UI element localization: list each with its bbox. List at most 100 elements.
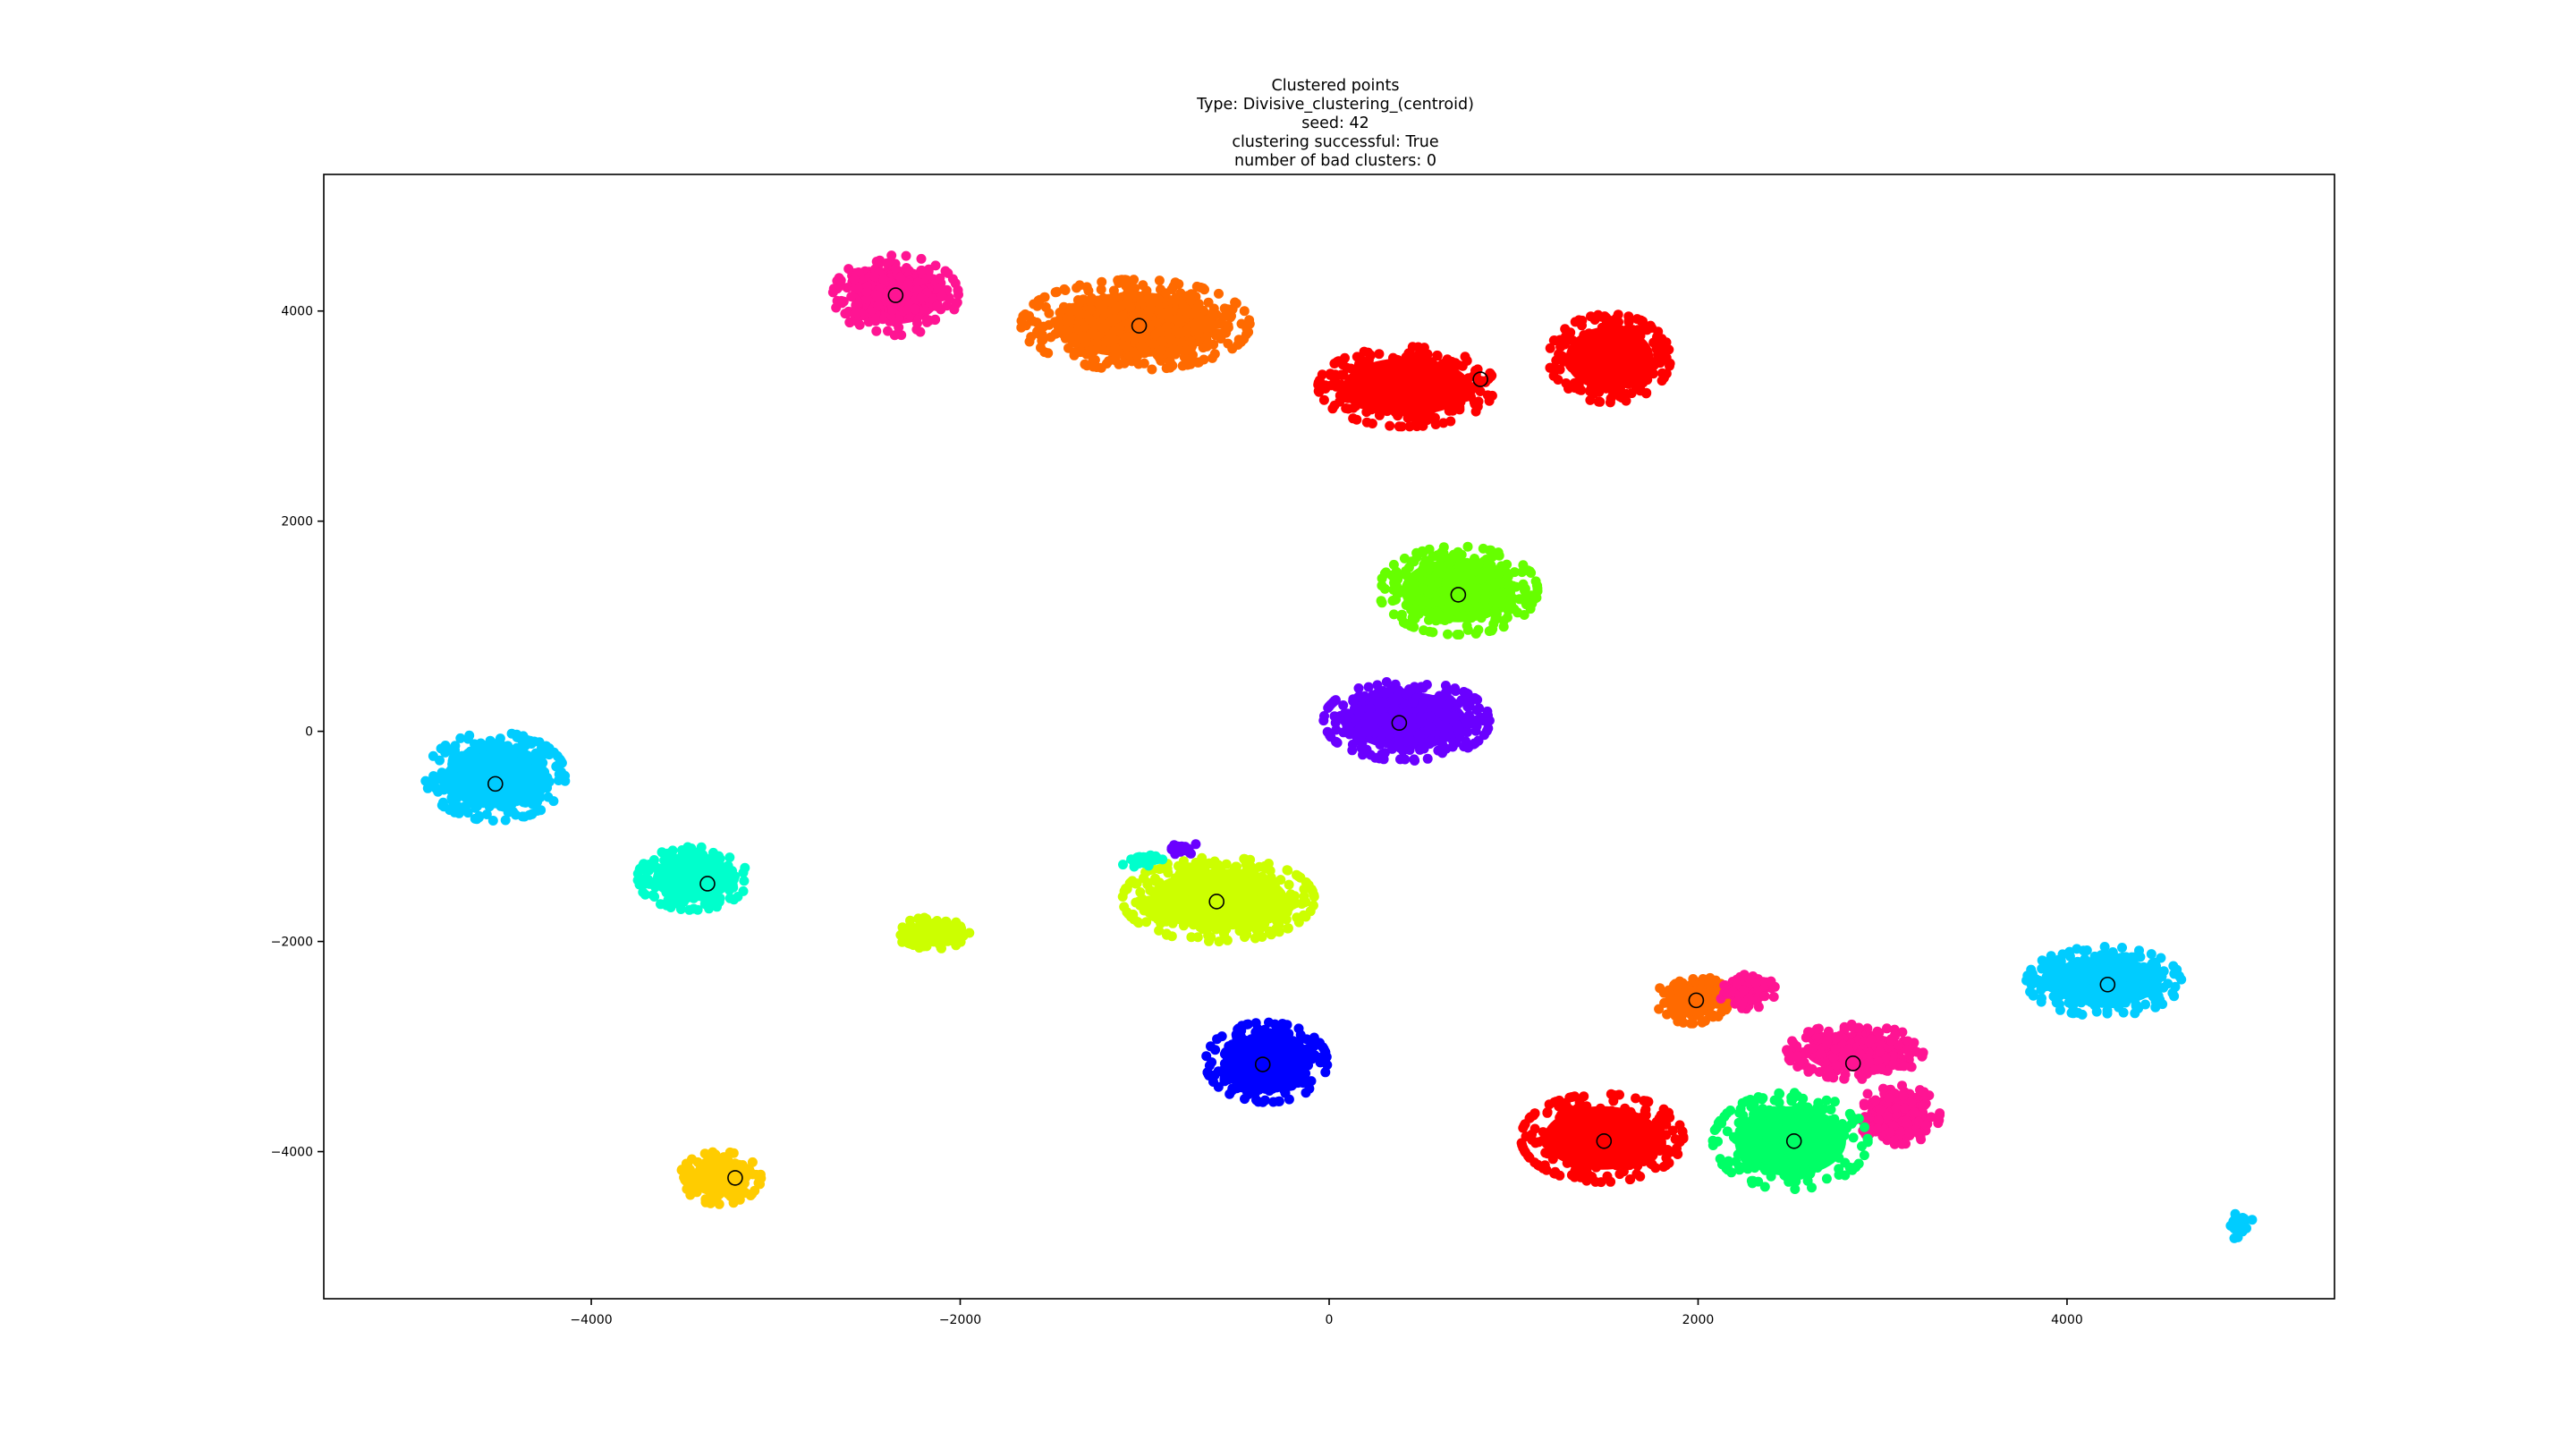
data-point <box>1214 936 1224 947</box>
data-point <box>527 799 538 809</box>
data-point <box>1387 363 1398 374</box>
data-point <box>1635 330 1646 341</box>
data-point <box>1213 1081 1224 1092</box>
data-point <box>1132 351 1143 361</box>
data-point <box>1293 917 1304 928</box>
data-point <box>438 797 448 808</box>
data-point <box>1096 284 1106 295</box>
data-point <box>1441 723 1451 733</box>
data-point <box>1178 299 1189 309</box>
data-point <box>1348 696 1359 707</box>
data-point <box>1458 561 1468 572</box>
data-point <box>1244 318 1255 329</box>
data-point <box>1065 306 1076 317</box>
data-point <box>1240 882 1250 893</box>
data-point <box>1239 306 1250 317</box>
data-point <box>1157 913 1168 924</box>
data-point <box>1150 873 1160 884</box>
data-point <box>1511 581 1521 592</box>
data-point <box>1353 683 1364 693</box>
data-point <box>1453 399 1463 410</box>
data-point <box>1170 873 1181 884</box>
data-point <box>1415 744 1425 755</box>
data-point <box>1250 933 1260 944</box>
data-point <box>1085 304 1096 315</box>
data-point <box>1396 421 1407 432</box>
data-point <box>1035 294 1045 305</box>
data-point <box>1423 586 1434 597</box>
data-point <box>1589 315 1600 325</box>
data-point <box>930 260 941 271</box>
data-point <box>849 275 860 284</box>
data-point <box>1026 332 1037 343</box>
data-point <box>1304 1083 1315 1094</box>
data-point <box>1228 878 1239 889</box>
data-point <box>1133 918 1144 928</box>
data-point <box>890 289 901 300</box>
data-point <box>1601 383 1612 394</box>
data-point <box>1572 353 1583 364</box>
data-point <box>1388 384 1399 394</box>
data-point <box>944 931 954 941</box>
data-point <box>500 815 511 826</box>
data-point <box>1185 295 1196 306</box>
data-point <box>1220 886 1231 896</box>
data-point <box>1125 301 1136 312</box>
data-point <box>1306 884 1317 894</box>
data-point <box>1600 369 1610 379</box>
data-point <box>912 277 923 288</box>
data-point <box>846 292 857 302</box>
data-point <box>1206 1041 1216 1052</box>
data-point <box>1122 332 1132 342</box>
data-point <box>503 741 513 751</box>
data-point <box>1154 275 1165 286</box>
data-point <box>1095 301 1106 311</box>
data-point <box>843 264 854 275</box>
data-point <box>1224 917 1235 928</box>
data-point <box>462 733 473 744</box>
data-point <box>1474 703 1485 714</box>
data-point <box>1565 327 1576 338</box>
data-point <box>551 761 562 771</box>
data-point <box>1485 563 1496 573</box>
data-point <box>1204 936 1214 946</box>
data-point <box>1428 551 1438 562</box>
data-point <box>503 751 513 762</box>
data-point <box>1367 419 1377 428</box>
data-point <box>1072 283 1082 293</box>
data-point <box>924 315 935 326</box>
data-point <box>521 775 531 786</box>
data-point <box>554 769 564 780</box>
data-point <box>1447 368 1458 378</box>
data-point <box>1608 364 1619 375</box>
data-point <box>1343 708 1353 719</box>
data-point <box>1129 275 1140 285</box>
data-point <box>1186 336 1197 347</box>
data-point <box>1138 280 1148 291</box>
data-point <box>1121 342 1131 352</box>
data-point <box>738 868 749 878</box>
data-point <box>527 809 538 819</box>
data-point <box>1409 406 1419 417</box>
data-point <box>1060 325 1071 335</box>
data-point <box>1484 545 1495 555</box>
data-point <box>1545 362 1555 373</box>
data-point <box>738 886 749 896</box>
data-point <box>1147 364 1157 375</box>
data-point <box>943 920 953 931</box>
data-point <box>1387 743 1397 754</box>
data-point <box>681 868 691 878</box>
data-point <box>1426 736 1436 747</box>
data-point <box>1589 343 1599 353</box>
data-point <box>1502 559 1513 570</box>
data-point <box>1136 295 1147 306</box>
data-point <box>1433 745 1444 756</box>
data-point <box>1345 377 1356 388</box>
cluster-3 <box>1545 309 1675 408</box>
data-point <box>1411 586 1422 597</box>
data-point <box>861 293 872 304</box>
data-point <box>1599 346 1610 356</box>
data-point <box>1267 902 1278 912</box>
data-point <box>1124 351 1135 361</box>
data-point <box>473 789 484 800</box>
